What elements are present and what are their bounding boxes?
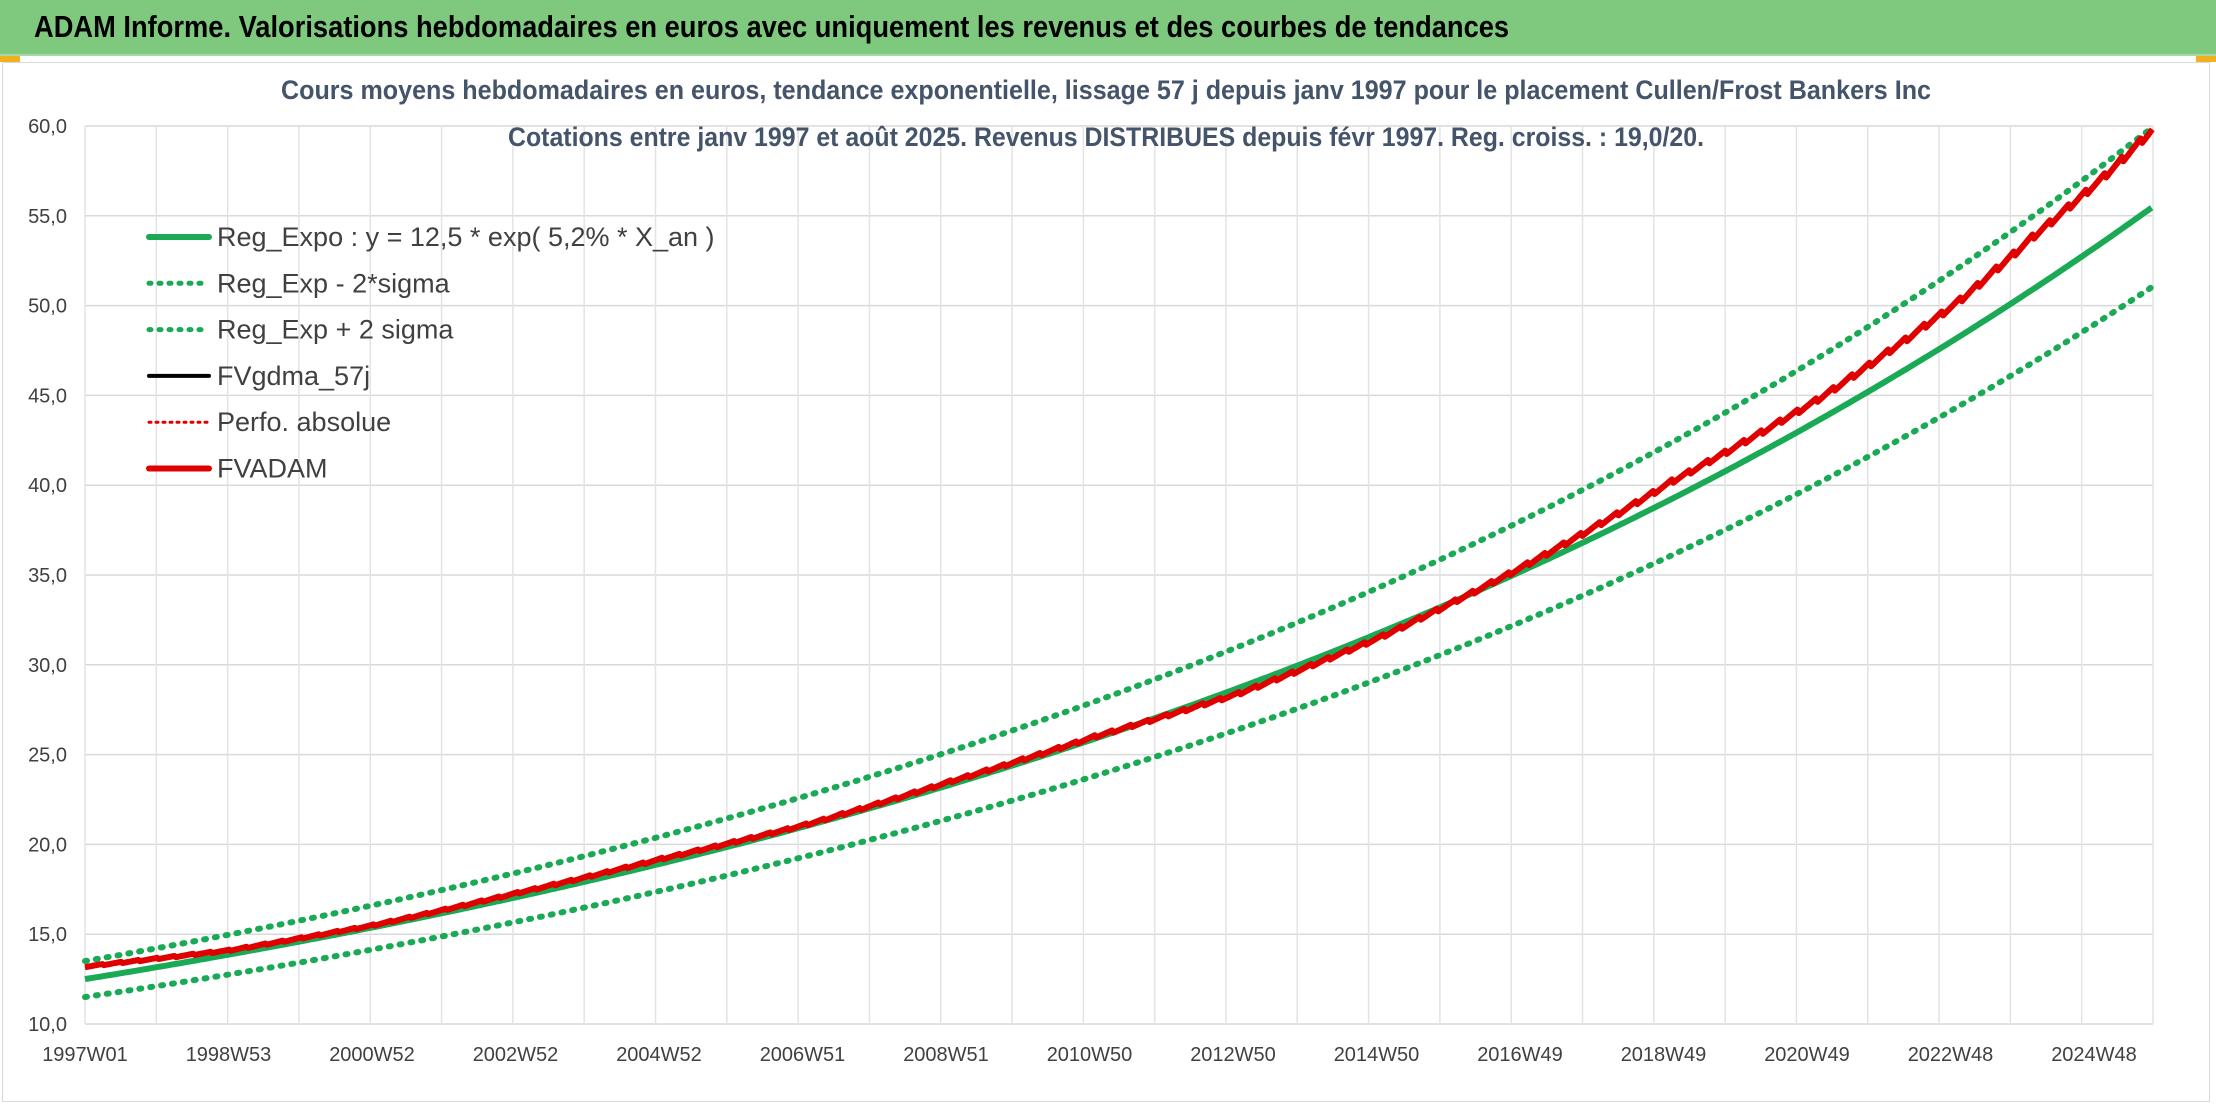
x-tick-label: 2020W49 xyxy=(1764,1044,1850,1066)
y-tick-label: 10,0 xyxy=(28,1014,67,1036)
x-tick-label: 2006W51 xyxy=(760,1044,846,1066)
y-tick-label: 15,0 xyxy=(28,924,67,946)
series-reg-exp-plus-2-sigma xyxy=(82,125,2155,965)
x-tick-label: 2008W51 xyxy=(903,1044,989,1066)
x-tick-label: 2000W52 xyxy=(329,1044,415,1066)
title-backing xyxy=(281,65,1931,103)
y-tick-label: 30,0 xyxy=(28,655,67,677)
header-banner: ADAM Informe. Valorisations hebdomadaire… xyxy=(0,0,2216,56)
x-tick-label: 2018W49 xyxy=(1621,1044,1707,1066)
series-layer xyxy=(82,125,2155,1001)
axis-layer: 10,0 15,0 20,0 25,0 30,0 35,0 40,0 45,0 50,0 55,0… xyxy=(28,116,2137,1066)
x-tick-label: 2024W48 xyxy=(2051,1044,2137,1066)
chart-area: 10,0 15,0 20,0 25,0 30,0 35,0 40,0 45,0 50,0 55,0… xyxy=(2,62,2210,1102)
x-tick-label: 2014W50 xyxy=(1334,1044,1420,1066)
x-tick-label: 1997W01 xyxy=(42,1044,128,1066)
legend-label: Reg_Exp + 2 sigma xyxy=(217,315,454,345)
x-tick-label: 1998W53 xyxy=(186,1044,272,1066)
chart-svg: 10,0 15,0 20,0 25,0 30,0 35,0 40,0 45,0 50,0 55,0… xyxy=(28,65,2155,1066)
x-tick-label: 2004W52 xyxy=(616,1044,702,1066)
x-tick-label: 2002W52 xyxy=(473,1044,559,1066)
x-tick-label: 2022W48 xyxy=(1908,1044,1994,1066)
y-tick-label: 60,0 xyxy=(28,116,67,138)
legend-label: Reg_Expo : y = 12,5 * exp( 5,2% * X_an ) xyxy=(217,222,715,252)
x-tick-label: 2016W49 xyxy=(1477,1044,1563,1066)
series-fvadam xyxy=(83,127,2155,971)
x-tick-label: 2010W50 xyxy=(1047,1044,1133,1066)
y-tick-label: 20,0 xyxy=(28,834,67,856)
page-title: ADAM Informe. Valorisations hebdomadaire… xyxy=(34,9,1510,44)
y-tick-label: 40,0 xyxy=(28,475,67,497)
legend-label: FVgdma_57j xyxy=(217,361,370,391)
legend-label: Reg_Exp - 2*sigma xyxy=(217,268,451,298)
legend-label: Perfo. absolue xyxy=(217,407,391,437)
y-tick-label: 35,0 xyxy=(28,565,67,587)
corner-mark-left xyxy=(0,56,20,62)
series-reg-exp-minus-2-sigma xyxy=(82,284,2155,1001)
chart-title-group: Cours moyens hebdomadaires en euros, ten… xyxy=(281,65,1931,152)
y-tick-label: 25,0 xyxy=(28,745,67,767)
y-tick-label: 45,0 xyxy=(28,385,67,407)
legend: Reg_Expo : y = 12,5 * exp( 5,2% * X_an )… xyxy=(146,222,715,484)
y-tick-label: 50,0 xyxy=(28,296,67,318)
x-tick-label: 2012W50 xyxy=(1190,1044,1276,1066)
y-tick-label: 55,0 xyxy=(28,206,67,228)
grid-layer xyxy=(84,125,2154,1025)
series-fvgdma-57j xyxy=(84,128,2154,969)
chart-title-line-2: Cotations entre janv 1997 et août 2025. … xyxy=(508,122,1704,152)
legend-label: FVADAM xyxy=(217,454,328,484)
corner-mark-right xyxy=(2196,56,2216,62)
chart-title-line-1: Cours moyens hebdomadaires en euros, ten… xyxy=(281,75,1931,105)
